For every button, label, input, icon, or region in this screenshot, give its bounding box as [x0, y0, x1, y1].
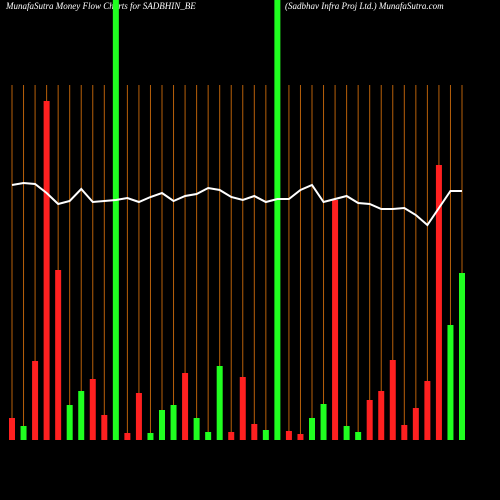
bar — [147, 433, 154, 440]
bar — [262, 430, 269, 440]
bar — [89, 379, 96, 440]
bar — [66, 405, 73, 440]
bar — [459, 273, 465, 440]
bar — [78, 391, 85, 440]
chart-subtitle: (Sadbhav Infra Proj Ltd.) MunafaSutra.co… — [285, 1, 444, 11]
bar — [401, 425, 408, 440]
bar — [205, 432, 212, 440]
bar — [366, 400, 373, 440]
price-line — [11, 181, 462, 227]
bar — [447, 325, 454, 440]
bar — [355, 432, 362, 440]
bar — [112, 0, 119, 440]
bar — [101, 415, 108, 440]
bar — [182, 373, 189, 440]
bar — [55, 270, 62, 440]
bar — [297, 434, 304, 440]
bar — [239, 377, 246, 440]
bar — [216, 366, 223, 440]
bar — [251, 424, 258, 440]
bar — [274, 0, 281, 440]
bar — [424, 381, 431, 440]
bar — [228, 432, 235, 440]
bar — [159, 410, 165, 440]
bar — [389, 360, 396, 440]
bar — [320, 404, 327, 440]
bar — [285, 431, 292, 440]
bar — [412, 408, 419, 440]
bar — [332, 200, 339, 440]
chart-title: MunafaSutra Money Flow Charts for SADBHI… — [5, 1, 196, 11]
bar — [20, 426, 27, 440]
bar — [435, 165, 442, 440]
bar — [193, 418, 200, 440]
bar — [170, 405, 177, 440]
bar — [378, 391, 385, 440]
bar — [43, 101, 50, 440]
bar — [9, 418, 15, 440]
bar — [309, 418, 315, 440]
bar — [343, 426, 350, 440]
bar — [32, 361, 39, 440]
bar — [124, 433, 131, 440]
bar — [135, 393, 142, 440]
